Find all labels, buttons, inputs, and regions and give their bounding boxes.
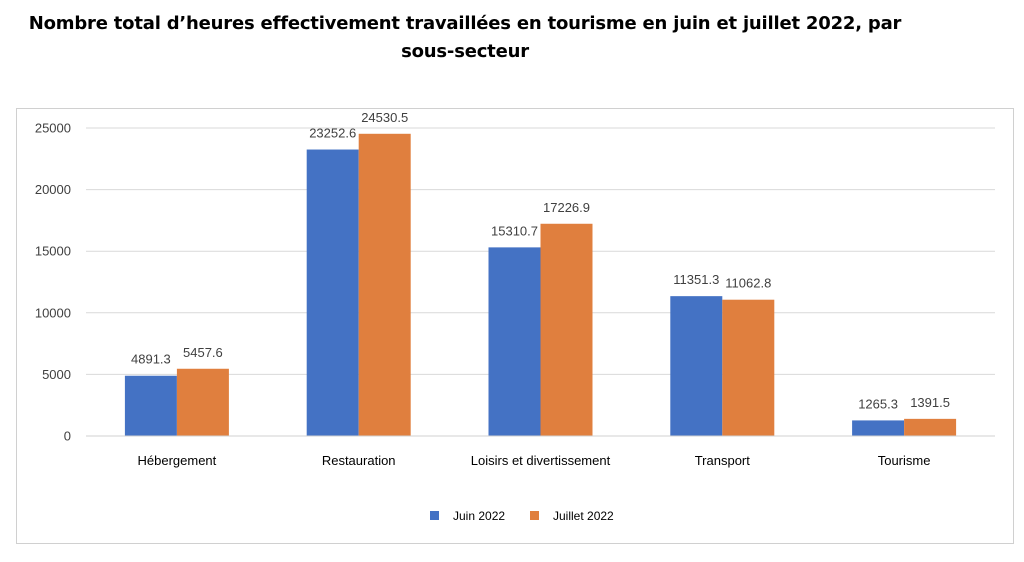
data-label: 23252.6 <box>309 126 356 141</box>
data-label: 1265.3 <box>858 396 898 411</box>
bar-series2 <box>904 418 957 436</box>
bar-series1 <box>670 296 723 436</box>
data-label: 11062.8 <box>725 276 771 291</box>
x-category-label: Restauration <box>322 453 396 468</box>
legend-swatch-series1 <box>430 511 439 520</box>
data-label: 24530.5 <box>361 110 408 125</box>
bar-series1 <box>306 149 359 437</box>
bar-series2 <box>722 299 775 436</box>
x-category-label: Hébergement <box>138 453 217 468</box>
y-tick-label: 5000 <box>42 367 71 382</box>
x-category-label: Loisirs et divertissement <box>471 453 611 468</box>
x-category-label: Tourisme <box>878 453 931 468</box>
bar-series2 <box>358 133 411 436</box>
bar-series1 <box>124 375 177 436</box>
y-tick-label: 10000 <box>35 305 71 320</box>
data-label: 15310.7 <box>491 223 538 238</box>
chart-title-line2: sous-secteur <box>401 41 529 62</box>
data-label: 5457.6 <box>183 345 223 360</box>
y-tick-label: 15000 <box>35 244 71 259</box>
legend-swatch-series2 <box>530 511 539 520</box>
bar-series2 <box>540 223 593 436</box>
y-tick-label: 20000 <box>35 182 71 197</box>
data-label: 11351.3 <box>673 272 719 287</box>
bar-series1 <box>852 420 905 436</box>
data-label: 17226.9 <box>543 200 590 215</box>
bar-series1 <box>488 247 541 436</box>
chart-title-line1: Nombre total d’heures effectivement trav… <box>28 13 902 34</box>
bar-series2 <box>176 368 229 436</box>
legend-label: Juillet 2022 <box>553 509 614 523</box>
chart-frame <box>16 108 1014 544</box>
data-label: 4891.3 <box>131 352 171 367</box>
legend-label: Juin 2022 <box>453 509 505 523</box>
data-label: 1391.5 <box>910 395 950 410</box>
y-tick-label: 0 <box>64 429 71 444</box>
chart-title: Nombre total d’heures effectivement trav… <box>0 10 930 66</box>
x-category-label: Transport <box>695 453 751 468</box>
y-tick-label: 25000 <box>35 121 71 136</box>
